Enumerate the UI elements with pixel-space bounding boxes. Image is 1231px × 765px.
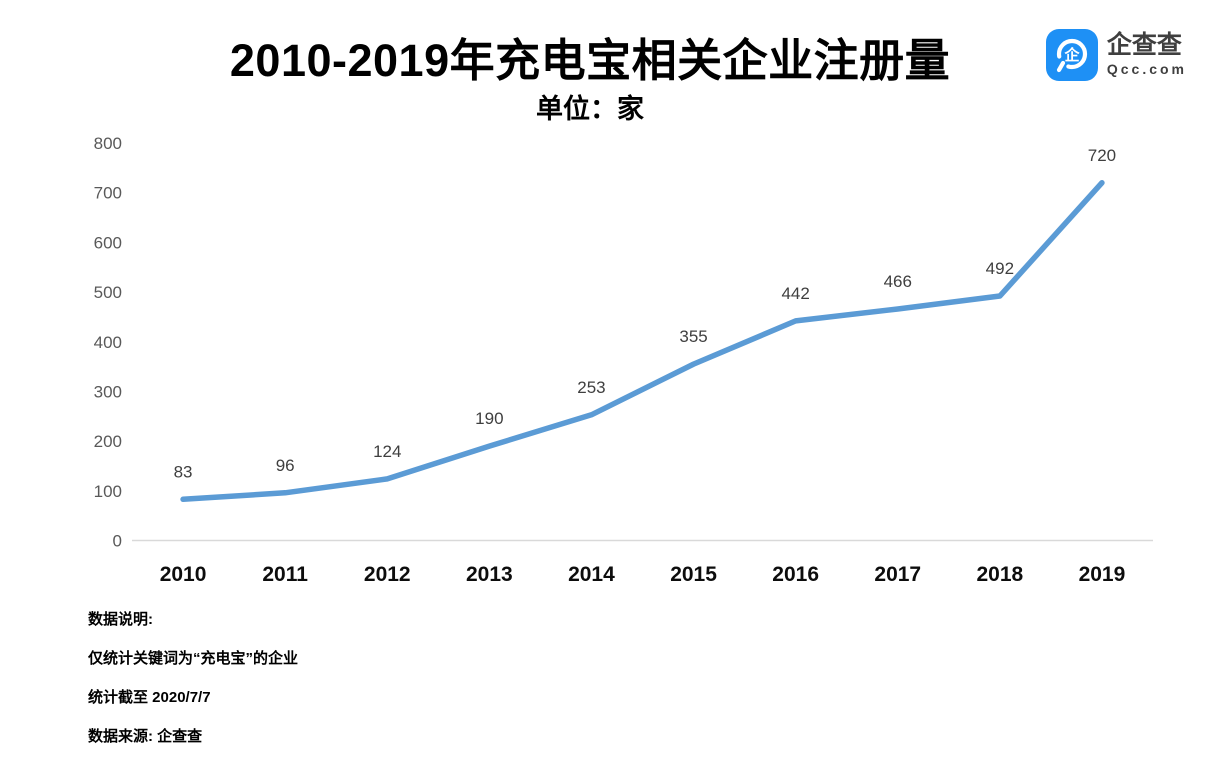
note-cutoff-date: 统计截至 2020/7/7: [88, 689, 211, 706]
data-point-label: 466: [884, 272, 912, 291]
note-data-source: 数据来源: 企查查: [88, 728, 203, 745]
series-line: [180, 180, 1105, 503]
x-axis-tick-label: 2018: [976, 563, 1023, 586]
x-axis-tick-label: 2017: [874, 563, 921, 586]
y-axis-tick-label: 800: [94, 134, 122, 153]
y-axis-tick-label: 100: [94, 482, 122, 501]
y-axis-tick-label: 500: [94, 283, 122, 302]
qcc-logo-name-en: Qcc.com: [1106, 60, 1187, 77]
qcc-logo-name-cn: 企查查: [1106, 31, 1182, 60]
chart-unit-subtitle: 单位：家: [536, 94, 644, 124]
x-axis-tick-label: 2014: [568, 563, 615, 586]
y-axis-tick-label: 200: [94, 432, 122, 451]
qcc-logo-text: 企查查 Qcc.com: [1107, 32, 1187, 78]
x-axis-tick-label: 2013: [466, 563, 513, 586]
data-point-label: 355: [679, 327, 707, 346]
line-chart: 0 100 200 300 400 500 600 700 800 83 96 124 190 253 35…: [94, 134, 1153, 586]
data-point-label: 720: [1088, 146, 1116, 165]
svg-text:企: 企: [1063, 46, 1080, 64]
note-keyword-scope: 仅统计关键词为“充电宝”的企业: [88, 650, 299, 667]
data-point-label: 190: [475, 409, 503, 428]
y-axis-tick-label: 400: [94, 333, 122, 352]
data-point-label: 492: [986, 259, 1014, 278]
data-point-label: 253: [577, 378, 605, 397]
x-axis-tick-label: 2011: [262, 563, 308, 586]
data-point-label: 96: [276, 456, 295, 475]
data-point-label: 124: [373, 442, 401, 461]
chart-title: 2010-2019年充电宝相关企业注册量: [229, 35, 951, 86]
x-axis-tick-label: 2012: [364, 563, 411, 586]
x-axis-tick-label: 2010: [160, 563, 207, 586]
y-axis-tick-label: 700: [94, 184, 122, 203]
data-point-label: 83: [174, 462, 193, 481]
y-axis-tick-label: 300: [94, 382, 122, 401]
qcc-magnifier-icon: 企: [1045, 29, 1098, 81]
data-notes: 数据说明: 仅统计关键词为“充电宝”的企业 统计截至 2020/7/7 数据来源…: [88, 612, 298, 765]
data-point-label: 442: [781, 284, 809, 303]
x-axis-tick-label: 2019: [1079, 563, 1126, 586]
y-axis-tick-label: 600: [94, 233, 122, 252]
note-data-description: 数据说明:: [88, 611, 153, 628]
x-axis-tick-label: 2015: [670, 563, 717, 586]
qcc-logo: 企 企查查 Qcc.com: [1045, 29, 1187, 81]
y-axis-tick-label: 0: [113, 532, 122, 551]
x-axis-tick-label: 2016: [772, 563, 819, 586]
